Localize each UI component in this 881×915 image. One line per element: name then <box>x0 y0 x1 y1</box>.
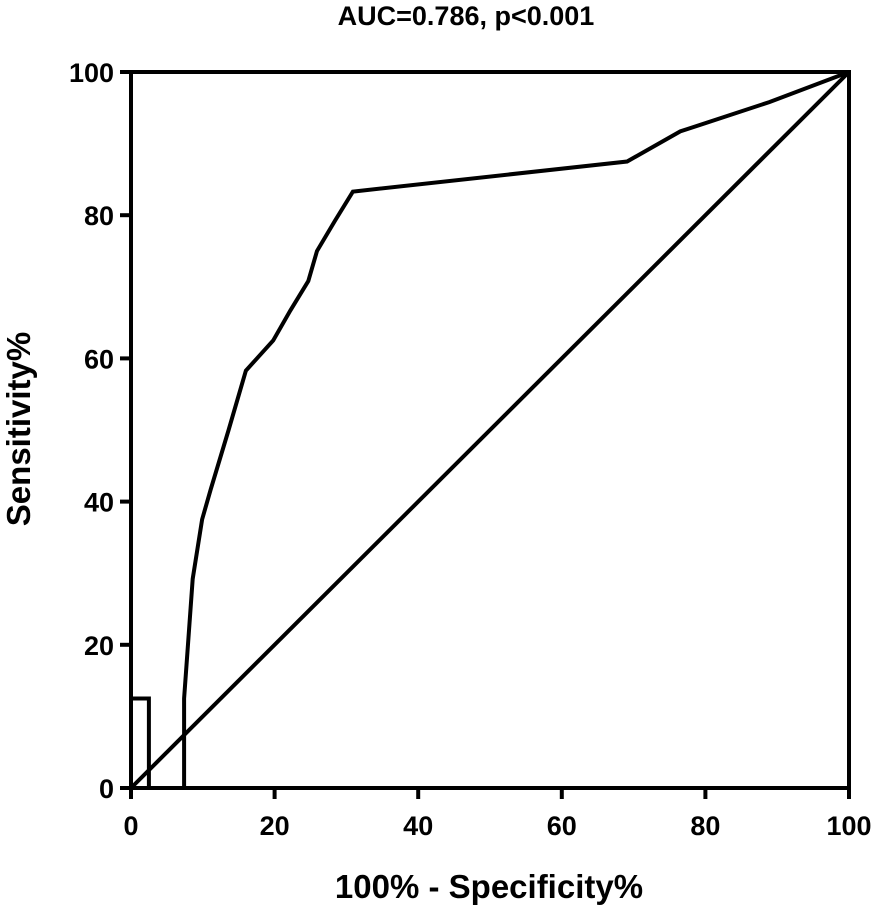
roc-curve-line <box>129 70 850 790</box>
y-axis-title: Sensitivity% <box>0 332 37 526</box>
y-tick-label: 60 <box>84 344 114 374</box>
x-tick-label: 40 <box>403 811 433 841</box>
x-axis-title: 100% - Specificity% <box>335 868 643 905</box>
x-tick-label: 100 <box>826 811 871 841</box>
reference-diagonal-line <box>129 70 851 790</box>
y-tick-label: 100 <box>69 58 114 88</box>
x-tick-label: 60 <box>547 811 577 841</box>
x-tick-label: 20 <box>260 811 290 841</box>
x-tick-label: 80 <box>690 811 720 841</box>
x-tick-label: 0 <box>123 811 138 841</box>
y-tick-label: 80 <box>84 201 114 231</box>
plot-frame <box>129 70 851 790</box>
plot-area: 0 20 40 60 80 100 0 20 40 60 80 100 <box>69 58 872 841</box>
y-tick-label: 40 <box>84 488 114 518</box>
y-tick-label: 20 <box>84 631 114 661</box>
chart-title: AUC=0.786, p<0.001 <box>338 1 595 31</box>
y-tick-label: 0 <box>99 774 114 804</box>
